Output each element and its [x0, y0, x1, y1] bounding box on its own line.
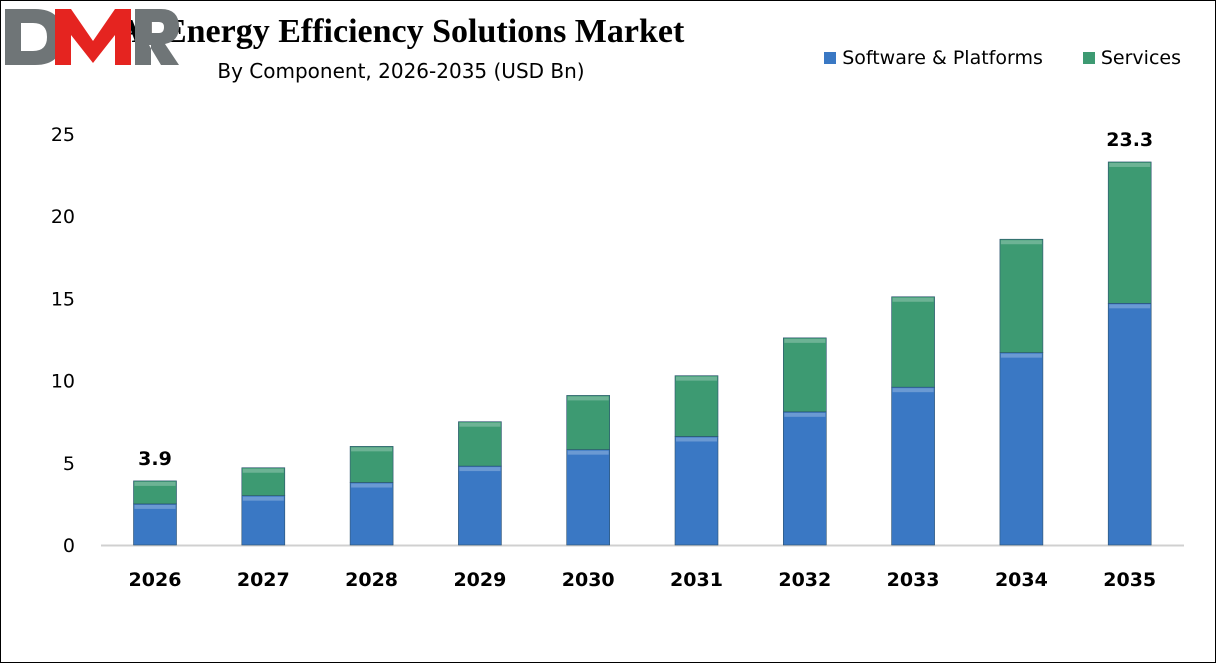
x-tick-label: 2027: [237, 569, 290, 591]
bar-software-2035: [1107, 303, 1152, 546]
chart-title: AI Energy Efficiency Solutions Market: [117, 13, 685, 50]
bar-software-2030: [566, 449, 611, 546]
legend-item-services: Services: [1082, 47, 1181, 69]
bar-software-2031: [674, 436, 719, 546]
bar-services-2027: [241, 467, 286, 496]
data-label: 23.3: [1106, 129, 1153, 151]
bar-services-2035: [1107, 161, 1152, 304]
bar-bevel: [134, 481, 176, 486]
x-tick-label: 2032: [778, 569, 831, 591]
bar-services-2032: [782, 337, 827, 413]
x-tick-label: 2030: [562, 569, 615, 591]
y-tick-label: 0: [63, 535, 75, 557]
bar-bevel: [567, 396, 609, 401]
bar-bevel: [1000, 353, 1042, 358]
bar-software-2032: [782, 411, 827, 546]
x-tick-label: 2029: [453, 569, 506, 591]
bar-services-2029: [458, 421, 502, 467]
bar-software-2028: [349, 482, 394, 546]
y-tick-label: 20: [51, 206, 75, 228]
bar-bevel: [676, 437, 717, 442]
bar-services-2031: [674, 375, 719, 437]
bar-bevel: [1109, 304, 1151, 309]
legend: Software & Platforms Services: [824, 47, 1181, 69]
legend-label-services: Services: [1100, 47, 1181, 69]
bar-software-2029: [458, 465, 502, 546]
bar-bevel: [784, 412, 826, 417]
bar-bevel: [892, 297, 934, 302]
bar-software-2034: [999, 352, 1044, 546]
bar-software-2033: [891, 386, 935, 546]
bar-bevel: [351, 447, 393, 452]
legend-swatch-software: [824, 52, 837, 64]
bar-software-2026: [133, 503, 177, 546]
bar-services-2026: [133, 480, 177, 505]
bar-bevel: [351, 483, 393, 488]
chart-subtitle: By Component, 2026-2035 (USD Bn): [217, 59, 585, 83]
legend-label-software: Software & Platforms: [842, 47, 1043, 69]
x-tick-label: 2033: [887, 569, 940, 591]
bar-bevel: [784, 338, 826, 343]
bar-software-2027: [241, 495, 286, 546]
bar-services-2028: [349, 446, 394, 483]
bar-bevel: [134, 504, 176, 509]
x-tick-label: 2031: [670, 569, 723, 591]
bar-bevel: [892, 388, 934, 393]
bar-bevel: [242, 468, 284, 473]
y-tick-label: 10: [51, 371, 75, 393]
bar-bevel: [242, 496, 284, 501]
data-label: 3.9: [138, 448, 172, 470]
x-tick-label: 2026: [129, 569, 182, 591]
y-tick-label: 15: [51, 288, 75, 310]
bar-bevel: [1000, 240, 1042, 245]
y-tick-label: 25: [51, 124, 75, 146]
legend-swatch-services: [1082, 52, 1095, 64]
bar-bevel: [1109, 162, 1151, 167]
x-tick-label: 2035: [1103, 569, 1156, 591]
bar-services-2034: [999, 238, 1044, 353]
x-tick-label: 2028: [345, 569, 398, 591]
bar-bevel: [676, 376, 717, 381]
bar-bevel: [567, 450, 609, 455]
y-tick-label: 5: [63, 453, 75, 475]
legend-item-software: Software & Platforms: [824, 47, 1043, 69]
bar-bevel: [459, 467, 501, 472]
bar-services-2030: [566, 395, 611, 450]
x-tick-label: 2034: [995, 569, 1048, 591]
bar-bevel: [459, 422, 501, 427]
bar-services-2033: [891, 296, 935, 388]
dmr-logo: [5, 9, 179, 65]
